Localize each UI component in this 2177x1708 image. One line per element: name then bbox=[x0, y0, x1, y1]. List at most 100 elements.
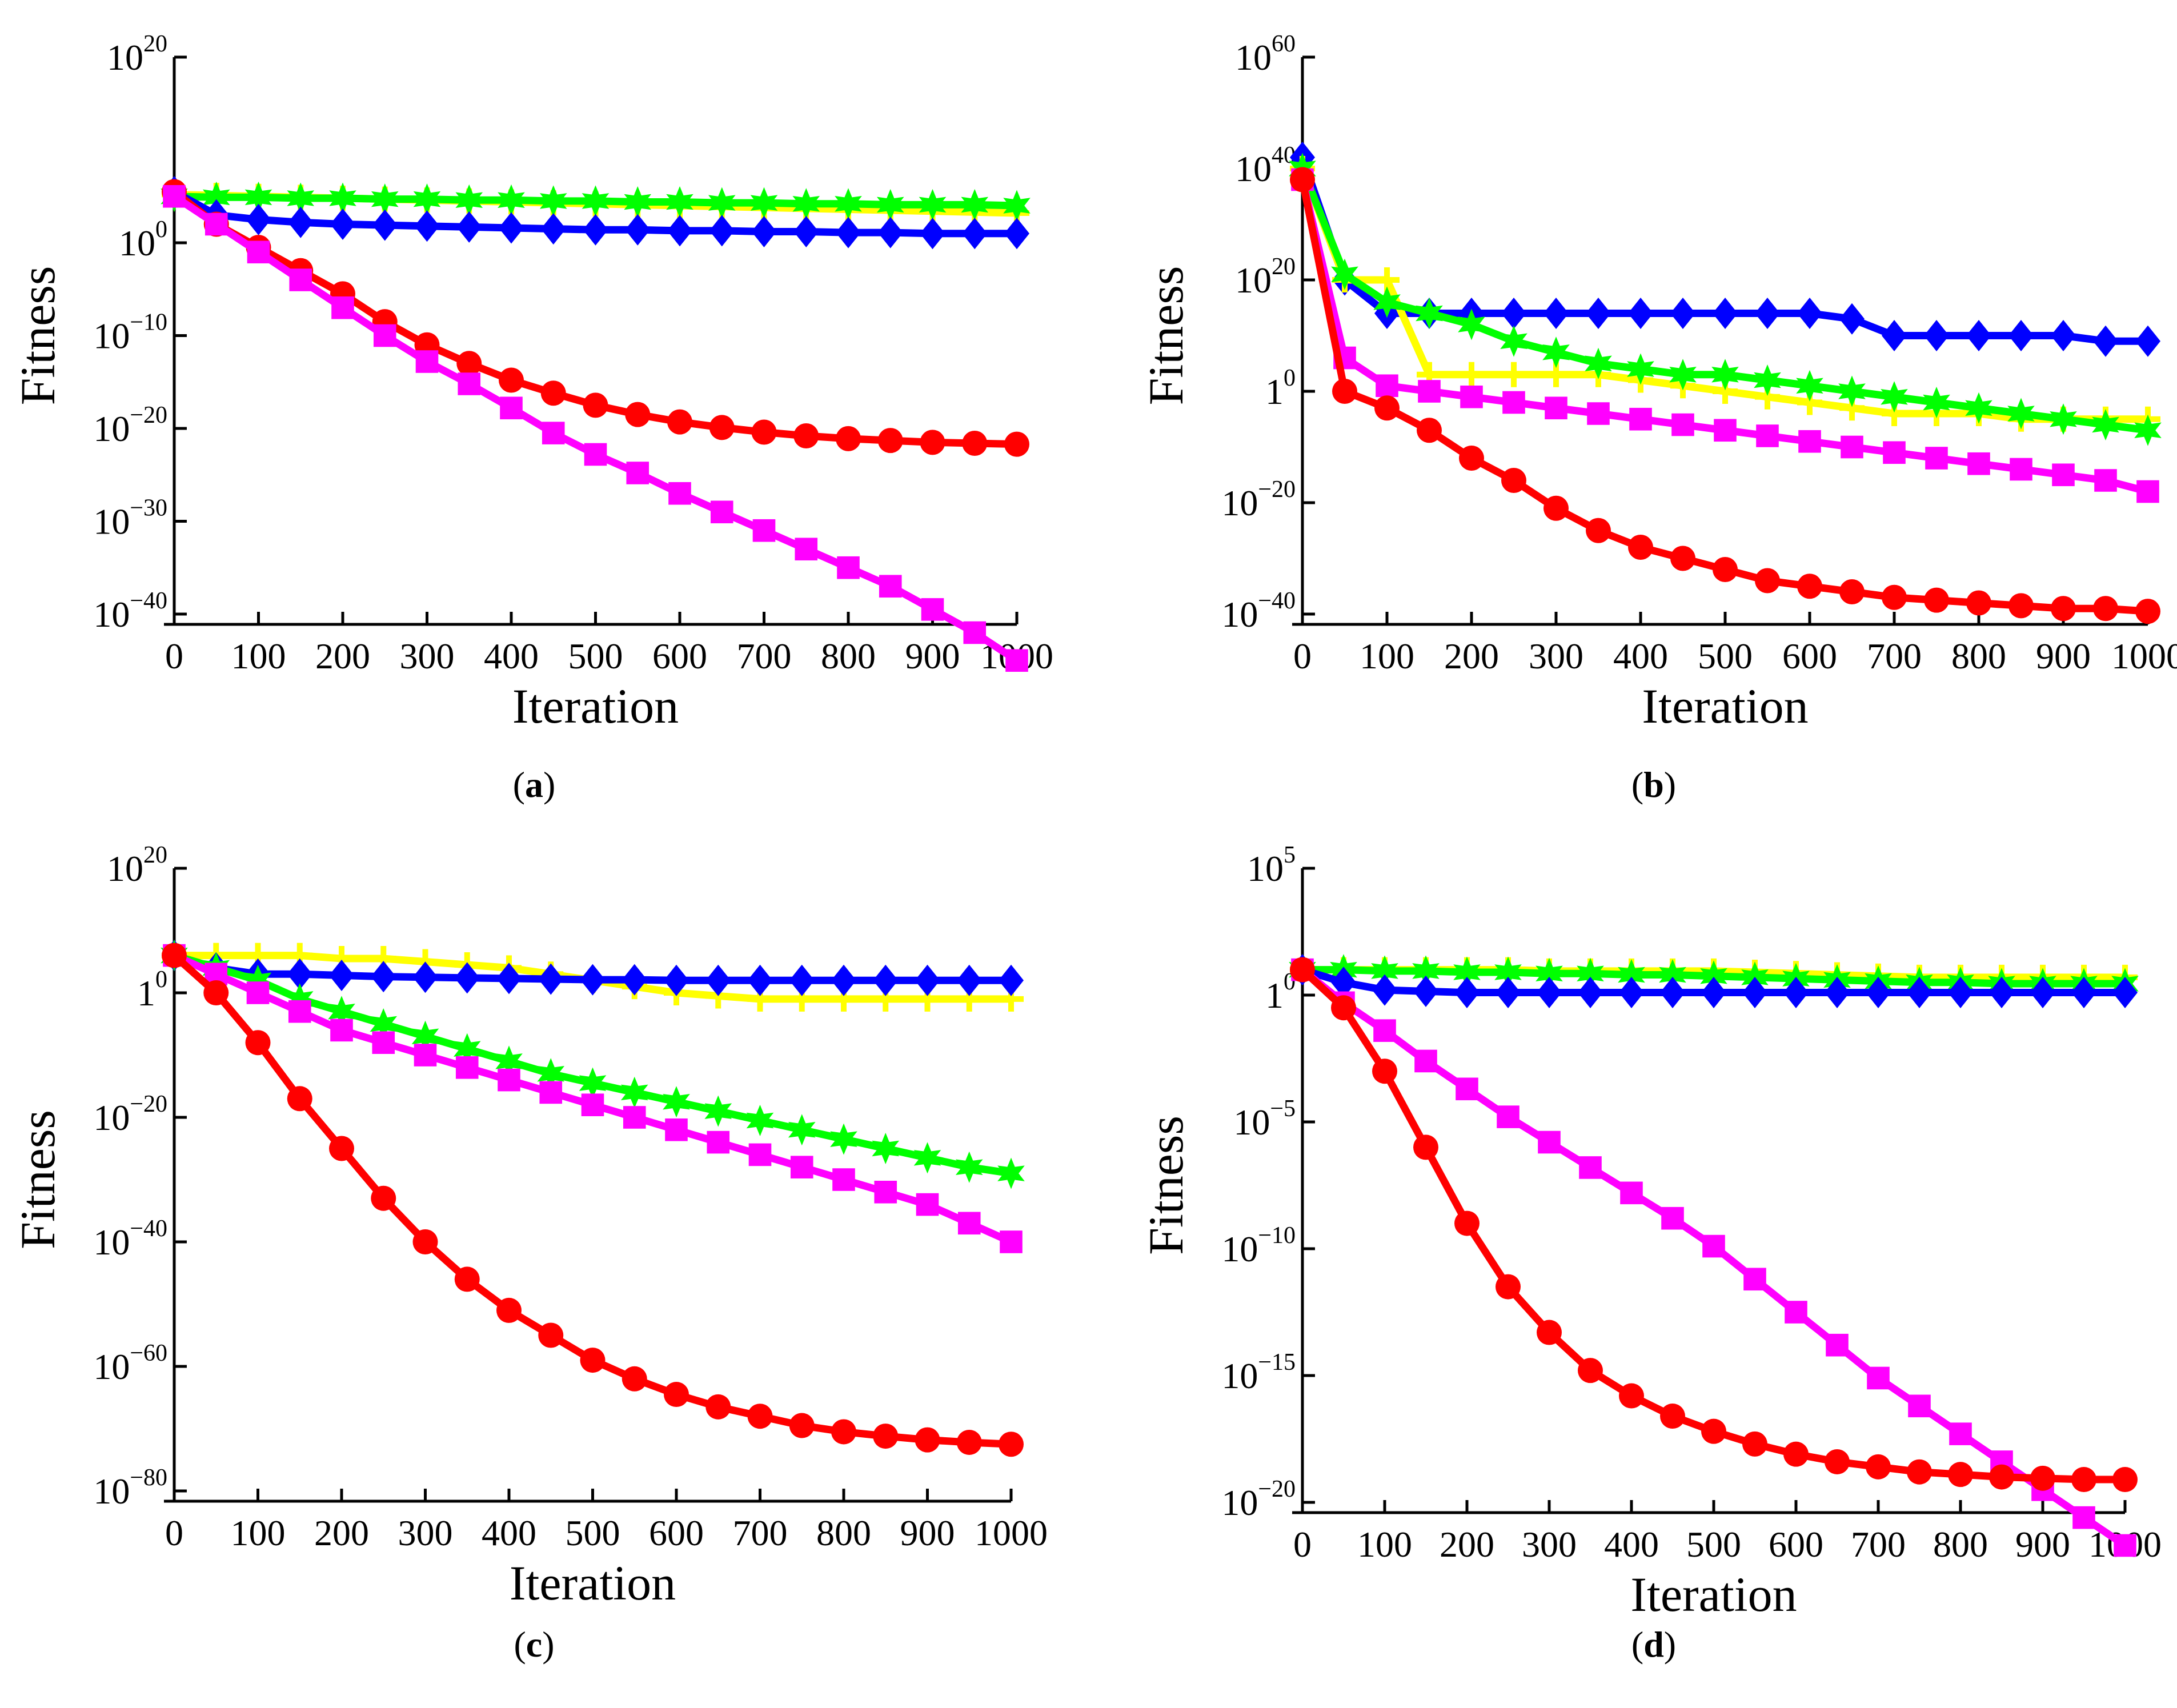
data-point-square bbox=[668, 482, 691, 505]
caption-open-paren: ( bbox=[514, 1624, 526, 1665]
data-point-circle bbox=[454, 1266, 480, 1292]
x-tick-label: 0 bbox=[1293, 636, 1312, 676]
data-point-circle bbox=[1797, 574, 1822, 599]
data-point-square bbox=[2114, 1534, 2136, 1557]
data-point-circle bbox=[915, 1427, 940, 1453]
data-point-square bbox=[584, 443, 607, 466]
data-point-diamond bbox=[1619, 977, 1644, 1009]
data-point-star bbox=[498, 184, 525, 216]
data-point-star bbox=[835, 188, 862, 220]
series-square-ff00ff bbox=[1291, 958, 2136, 1557]
y-tick-exponent: −60 bbox=[130, 1340, 167, 1366]
data-point-circle bbox=[667, 409, 692, 435]
data-point-star bbox=[537, 1058, 565, 1090]
data-point-square bbox=[1908, 1394, 1931, 1418]
data-point-star bbox=[244, 181, 272, 213]
data-point-circle bbox=[1989, 1464, 2014, 1490]
y-tick-base: 10 bbox=[1221, 594, 1258, 635]
data-point-star bbox=[750, 187, 778, 219]
data-point-diamond bbox=[1628, 298, 1653, 329]
data-point-circle bbox=[962, 431, 988, 456]
data-point-square bbox=[916, 1193, 939, 1216]
data-point-star bbox=[1838, 375, 1866, 407]
data-point-circle bbox=[1543, 495, 1569, 521]
data-point-diamond bbox=[2112, 977, 2138, 1009]
data-point-diamond bbox=[1742, 977, 1767, 1009]
data-point-square bbox=[539, 1081, 563, 1104]
data-point-square bbox=[1587, 402, 1610, 425]
data-point-square bbox=[163, 185, 186, 208]
y-tick-exponent: 0 bbox=[1284, 365, 1296, 391]
data-point-diamond bbox=[456, 211, 482, 243]
data-point-star bbox=[997, 1157, 1025, 1189]
data-point-square bbox=[1497, 1105, 1520, 1128]
data-point-circle bbox=[456, 351, 482, 376]
data-point-circle bbox=[625, 402, 651, 427]
data-point-star bbox=[1700, 960, 1727, 992]
data-point-square bbox=[581, 1093, 604, 1116]
y-tick-exponent: 0 bbox=[155, 967, 167, 993]
data-point-square bbox=[458, 372, 481, 395]
data-point-diamond bbox=[540, 213, 566, 245]
series-circle-ff0000 bbox=[1290, 167, 2160, 624]
y-tick-exponent: 20 bbox=[1272, 254, 1296, 280]
data-point-square bbox=[1967, 452, 1990, 475]
data-point-circle bbox=[920, 430, 945, 455]
data-point-circle bbox=[583, 392, 608, 418]
x-tick-label: 700 bbox=[1851, 1524, 1906, 1565]
data-point-square bbox=[1000, 1230, 1023, 1253]
y-tick-label: 1040 bbox=[1235, 142, 1296, 189]
data-point-diamond bbox=[622, 964, 647, 996]
data-point-diamond bbox=[1783, 977, 1809, 1009]
data-point-diamond bbox=[454, 962, 480, 994]
data-point-star bbox=[961, 189, 989, 220]
y-tick-exponent: −10 bbox=[1258, 1222, 1296, 1249]
x-tick-label: 500 bbox=[1686, 1524, 1741, 1565]
data-point-star bbox=[913, 1142, 941, 1174]
data-point-diamond bbox=[1797, 298, 1822, 329]
data-point-square bbox=[498, 1068, 520, 1092]
data-point-diamond bbox=[287, 958, 312, 990]
y-tick-label: 10−60 bbox=[93, 1340, 167, 1387]
x-tick-label: 400 bbox=[1604, 1524, 1659, 1565]
data-point-square bbox=[921, 598, 944, 621]
x-tick-label: 500 bbox=[1698, 636, 1753, 676]
x-tick-label: 300 bbox=[398, 1513, 453, 1553]
data-point-square bbox=[710, 500, 733, 524]
data-point-star bbox=[2007, 398, 2035, 430]
series-star-00ff00 bbox=[1289, 153, 2162, 446]
data-point-star bbox=[579, 1067, 607, 1099]
x-tick-label: 600 bbox=[652, 636, 707, 676]
data-point-square bbox=[2052, 463, 2075, 487]
data-point-circle bbox=[1372, 1059, 1397, 1084]
data-point-circle bbox=[2071, 1467, 2096, 1493]
y-tick-label: 10−10 bbox=[93, 310, 167, 356]
caption-close-paren: ) bbox=[1664, 764, 1676, 805]
x-tick-label: 600 bbox=[649, 1513, 704, 1553]
caption-close-paren: ) bbox=[543, 764, 555, 805]
data-point-square bbox=[879, 575, 902, 598]
data-point-circle bbox=[1331, 995, 1356, 1021]
y-tick-label: 10−20 bbox=[1221, 476, 1296, 523]
data-point-diamond bbox=[1924, 320, 1949, 351]
data-point-circle bbox=[1701, 1418, 1726, 1444]
data-point-star bbox=[1965, 392, 1992, 424]
x-tick-label: 500 bbox=[568, 636, 623, 676]
data-point-diamond bbox=[1004, 218, 1029, 250]
data-point-diamond bbox=[1839, 303, 1865, 335]
caption-close-paren: ) bbox=[542, 1624, 554, 1665]
data-point-plus bbox=[1459, 362, 1484, 387]
data-point-diamond bbox=[836, 216, 861, 248]
data-point-diamond bbox=[709, 215, 735, 247]
y-tick-label: 10−10 bbox=[1221, 1222, 1296, 1269]
data-point-circle bbox=[789, 1413, 815, 1438]
x-axis-title: Iteration bbox=[512, 679, 679, 733]
y-tick-base: 10 bbox=[1235, 260, 1272, 300]
data-point-diamond bbox=[664, 964, 689, 996]
y-tick-label: 1020 bbox=[107, 842, 167, 889]
data-point-circle bbox=[1578, 1358, 1603, 1384]
data-point-star bbox=[1535, 957, 1563, 989]
x-tick-label: 800 bbox=[1933, 1524, 1988, 1565]
y-tick-exponent: −20 bbox=[1258, 1476, 1296, 1502]
data-point-square bbox=[790, 1156, 813, 1178]
